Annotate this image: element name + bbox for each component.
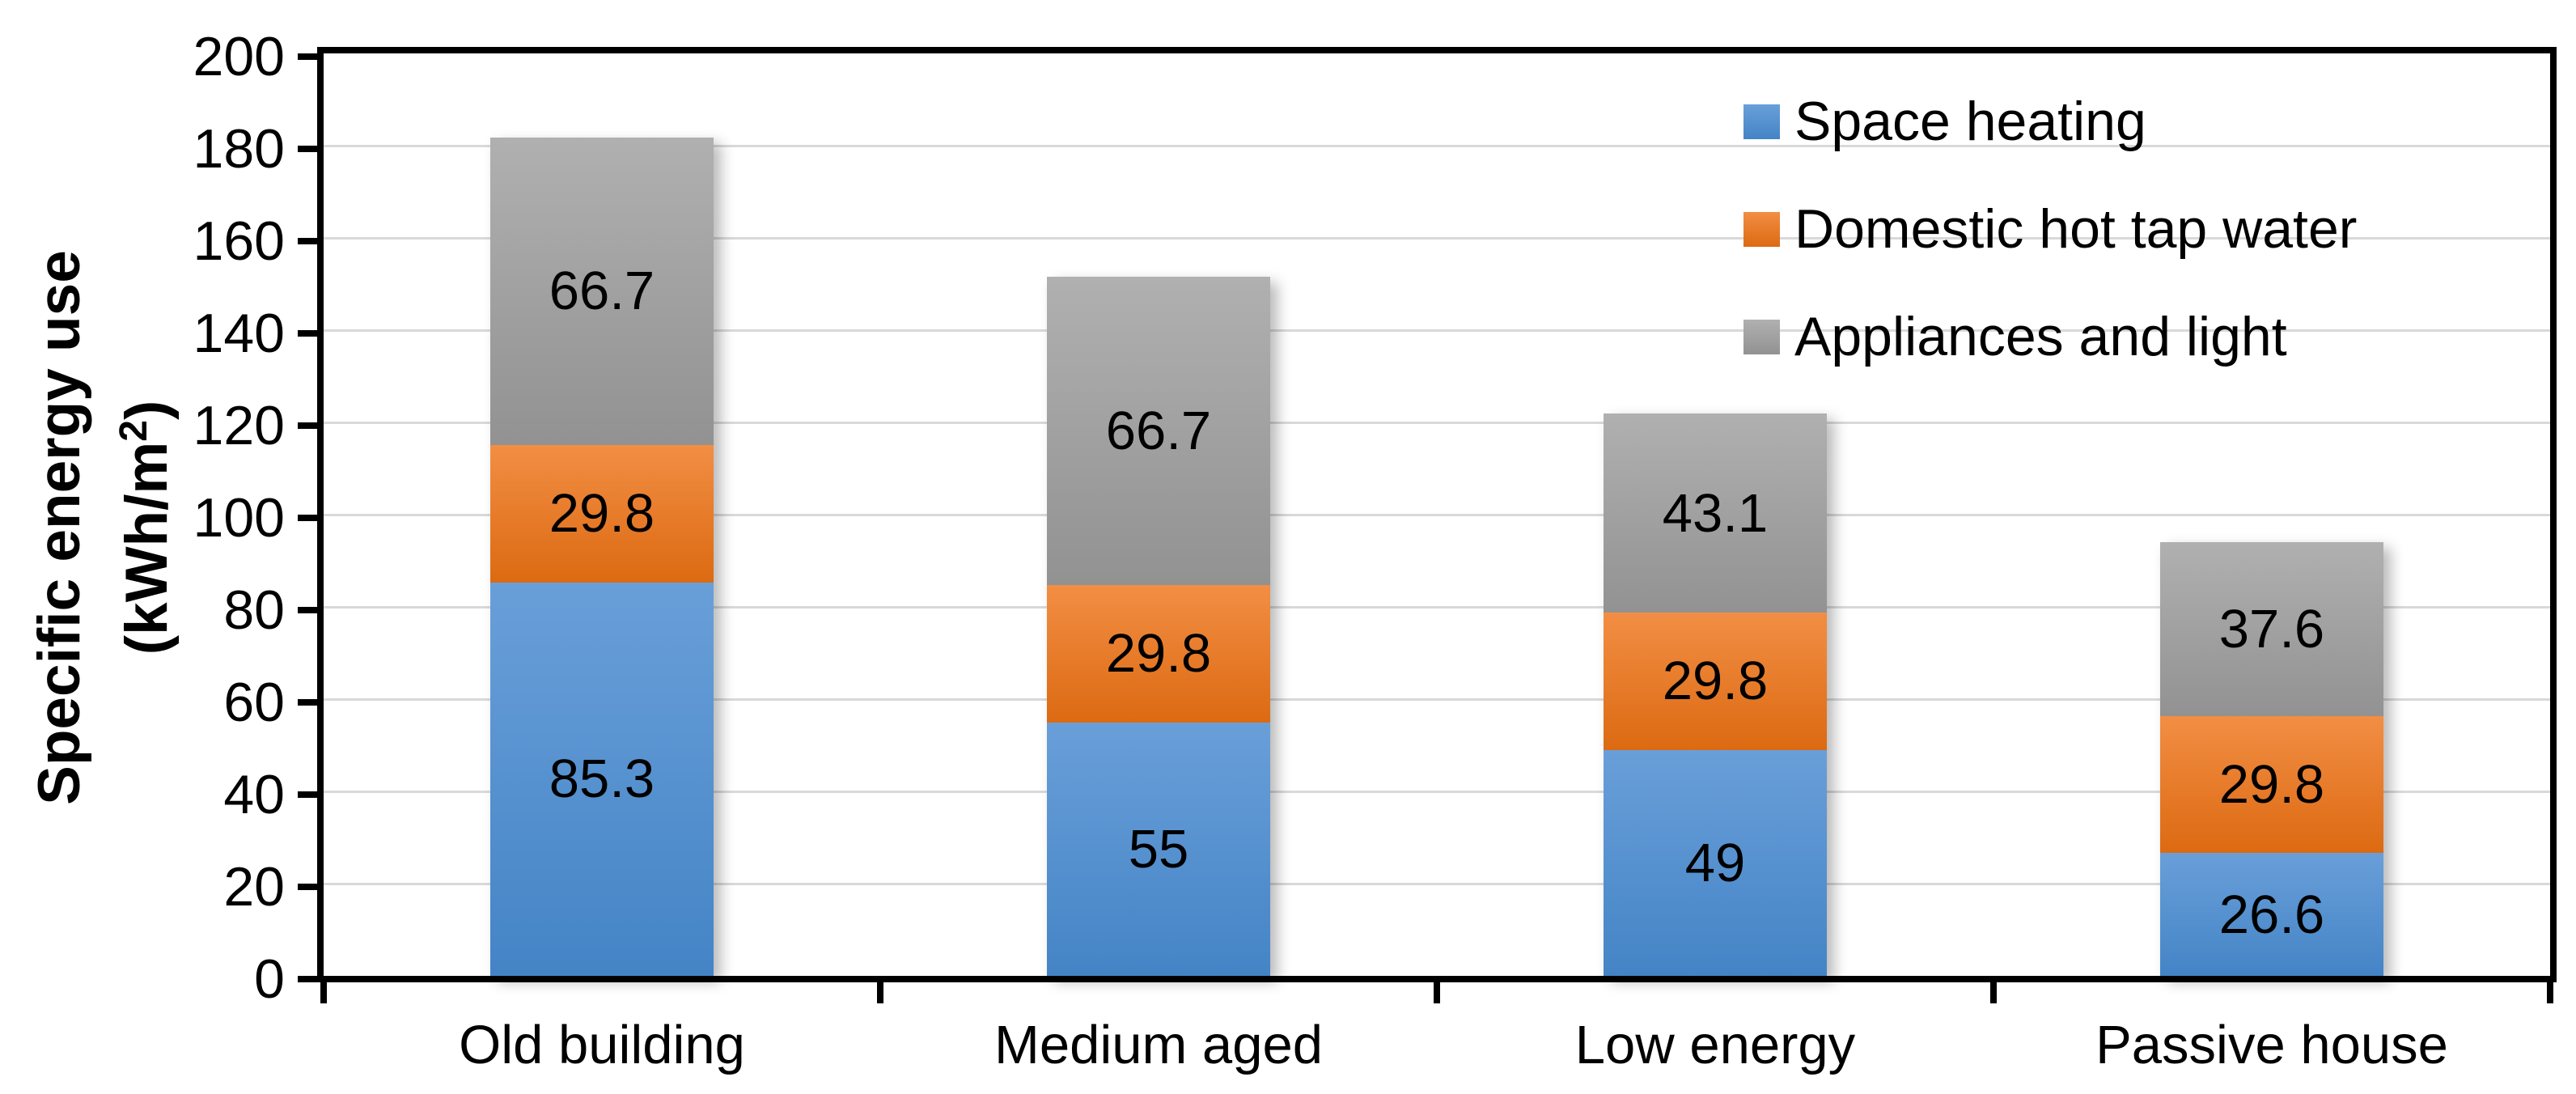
bar-segment-appliances-and-light: 37.6: [2160, 542, 2383, 716]
gridline-180: [324, 144, 2550, 147]
y-axis-tick-label: 20: [223, 856, 285, 918]
bar-segment-label: 29.8: [549, 483, 655, 545]
bar-segment-space-heating: 26.6: [2160, 853, 2383, 976]
y-axis-tick-140: [298, 330, 317, 337]
gridline-80: [324, 605, 2550, 608]
bar-segment-domestic-hot-tap-water: 29.8: [2160, 715, 2383, 854]
bar-segment-domestic-hot-tap-water: 29.8: [1047, 584, 1270, 723]
y-axis-tick-label: 120: [193, 395, 285, 456]
bar-segment-label: 85.3: [549, 748, 655, 810]
bar-segment-label: 26.6: [2218, 884, 2325, 945]
bar-segment-label: 37.6: [2218, 598, 2325, 659]
legend-label: Domestic hot tap water: [1794, 198, 2358, 260]
x-axis-tick: [1434, 982, 1440, 1003]
legend-label: Space heating: [1794, 91, 2146, 152]
bar-stack-old-building: 66.7 29.8 85.3: [490, 137, 714, 976]
y-axis-tick-label: 140: [193, 303, 285, 364]
legend-swatch-appliances-and-light: [1743, 319, 1780, 354]
bar-segment-appliances-and-light: 43.1: [1604, 413, 1827, 613]
gridline-40: [324, 790, 2550, 793]
bar-segment-label: 29.8: [1662, 651, 1769, 712]
y-axis-tick-40: [298, 791, 317, 798]
bar-stack-medium-aged: 66.7 29.8 55: [1047, 277, 1270, 976]
y-axis-tick-label: 160: [193, 210, 285, 272]
plot-area: 66.7 29.8 85.3 66.7 29.8 55 43.1 29.8 49 37.6 29.8…: [317, 47, 2557, 982]
bar-segment-label: 29.8: [2218, 753, 2325, 815]
bar-segment-label: 29.8: [1105, 623, 1212, 685]
bar-segment-label: 43.1: [1662, 482, 1769, 544]
bar-stack-passive-house: 37.6 29.8 26.6: [2160, 542, 2383, 976]
bar-segment-label: 66.7: [549, 261, 655, 322]
bar-stack-low-energy: 43.1 29.8 49: [1604, 413, 1827, 976]
y-axis-tick-160: [298, 238, 317, 244]
bar-segment-appliances-and-light: 66.7: [490, 137, 714, 445]
gridline-140: [324, 329, 2550, 332]
y-axis-tick-label: 60: [223, 672, 285, 733]
y-axis-tick-label: 180: [193, 118, 285, 180]
gridline-20: [324, 882, 2550, 885]
y-axis-tick-180: [298, 146, 317, 152]
gridline-160: [324, 236, 2550, 240]
bar-segment-label: 55: [1128, 818, 1189, 880]
x-axis-label-passive-house: Passive house: [2095, 1015, 2448, 1075]
y-axis-tick-200: [298, 53, 317, 60]
bar-segment-label: 66.7: [1105, 401, 1212, 462]
bar-segment-domestic-hot-tap-water: 29.8: [490, 444, 714, 583]
legend-item-domestic-hot-tap-water: Domestic hot tap water: [1743, 195, 2357, 263]
x-axis-label-low-energy: Low energy: [1574, 1015, 1856, 1075]
y-axis-tick-label: 40: [223, 764, 285, 825]
x-axis-tick: [877, 982, 883, 1003]
y-axis-tick-80: [298, 607, 317, 613]
gridline-60: [324, 698, 2550, 701]
x-axis-label-old-building: Old building: [459, 1015, 745, 1075]
x-axis-tick: [320, 982, 327, 1003]
x-axis-tick: [1990, 982, 1997, 1003]
y-axis-tick-0: [298, 976, 317, 982]
legend-swatch-domestic-hot-tap-water: [1743, 211, 1780, 247]
bar-segment-label: 49: [1684, 832, 1746, 893]
bar-segment-space-heating: 85.3: [490, 582, 714, 976]
y-axis-tick-100: [298, 515, 317, 521]
legend-item-appliances-and-light: Appliances and light: [1743, 303, 2287, 371]
x-axis-label-medium-aged: Medium aged: [994, 1015, 1323, 1075]
x-axis-tick: [2547, 982, 2553, 1003]
gridline-100: [324, 513, 2550, 516]
y-axis-tick-20: [298, 884, 317, 890]
legend-label: Appliances and light: [1794, 306, 2287, 367]
bar-segment-space-heating: 55: [1047, 722, 1270, 976]
y-axis-tick-label: 100: [193, 487, 285, 549]
y-axis-tick-label: 0: [254, 948, 285, 1010]
bar-segment-domestic-hot-tap-water: 29.8: [1604, 612, 1827, 750]
y-axis-tick-120: [298, 422, 317, 429]
legend-swatch-space-heating: [1743, 104, 1780, 139]
y-axis-tick-60: [298, 699, 317, 706]
bar-segment-space-heating: 49: [1604, 749, 1827, 976]
bar-segment-appliances-and-light: 66.7: [1047, 277, 1270, 585]
gridline-120: [324, 421, 2550, 424]
legend-item-space-heating: Space heating: [1743, 87, 2146, 155]
y-axis-tick-label: 80: [223, 579, 285, 641]
y-axis-tick-label: 200: [193, 26, 285, 87]
